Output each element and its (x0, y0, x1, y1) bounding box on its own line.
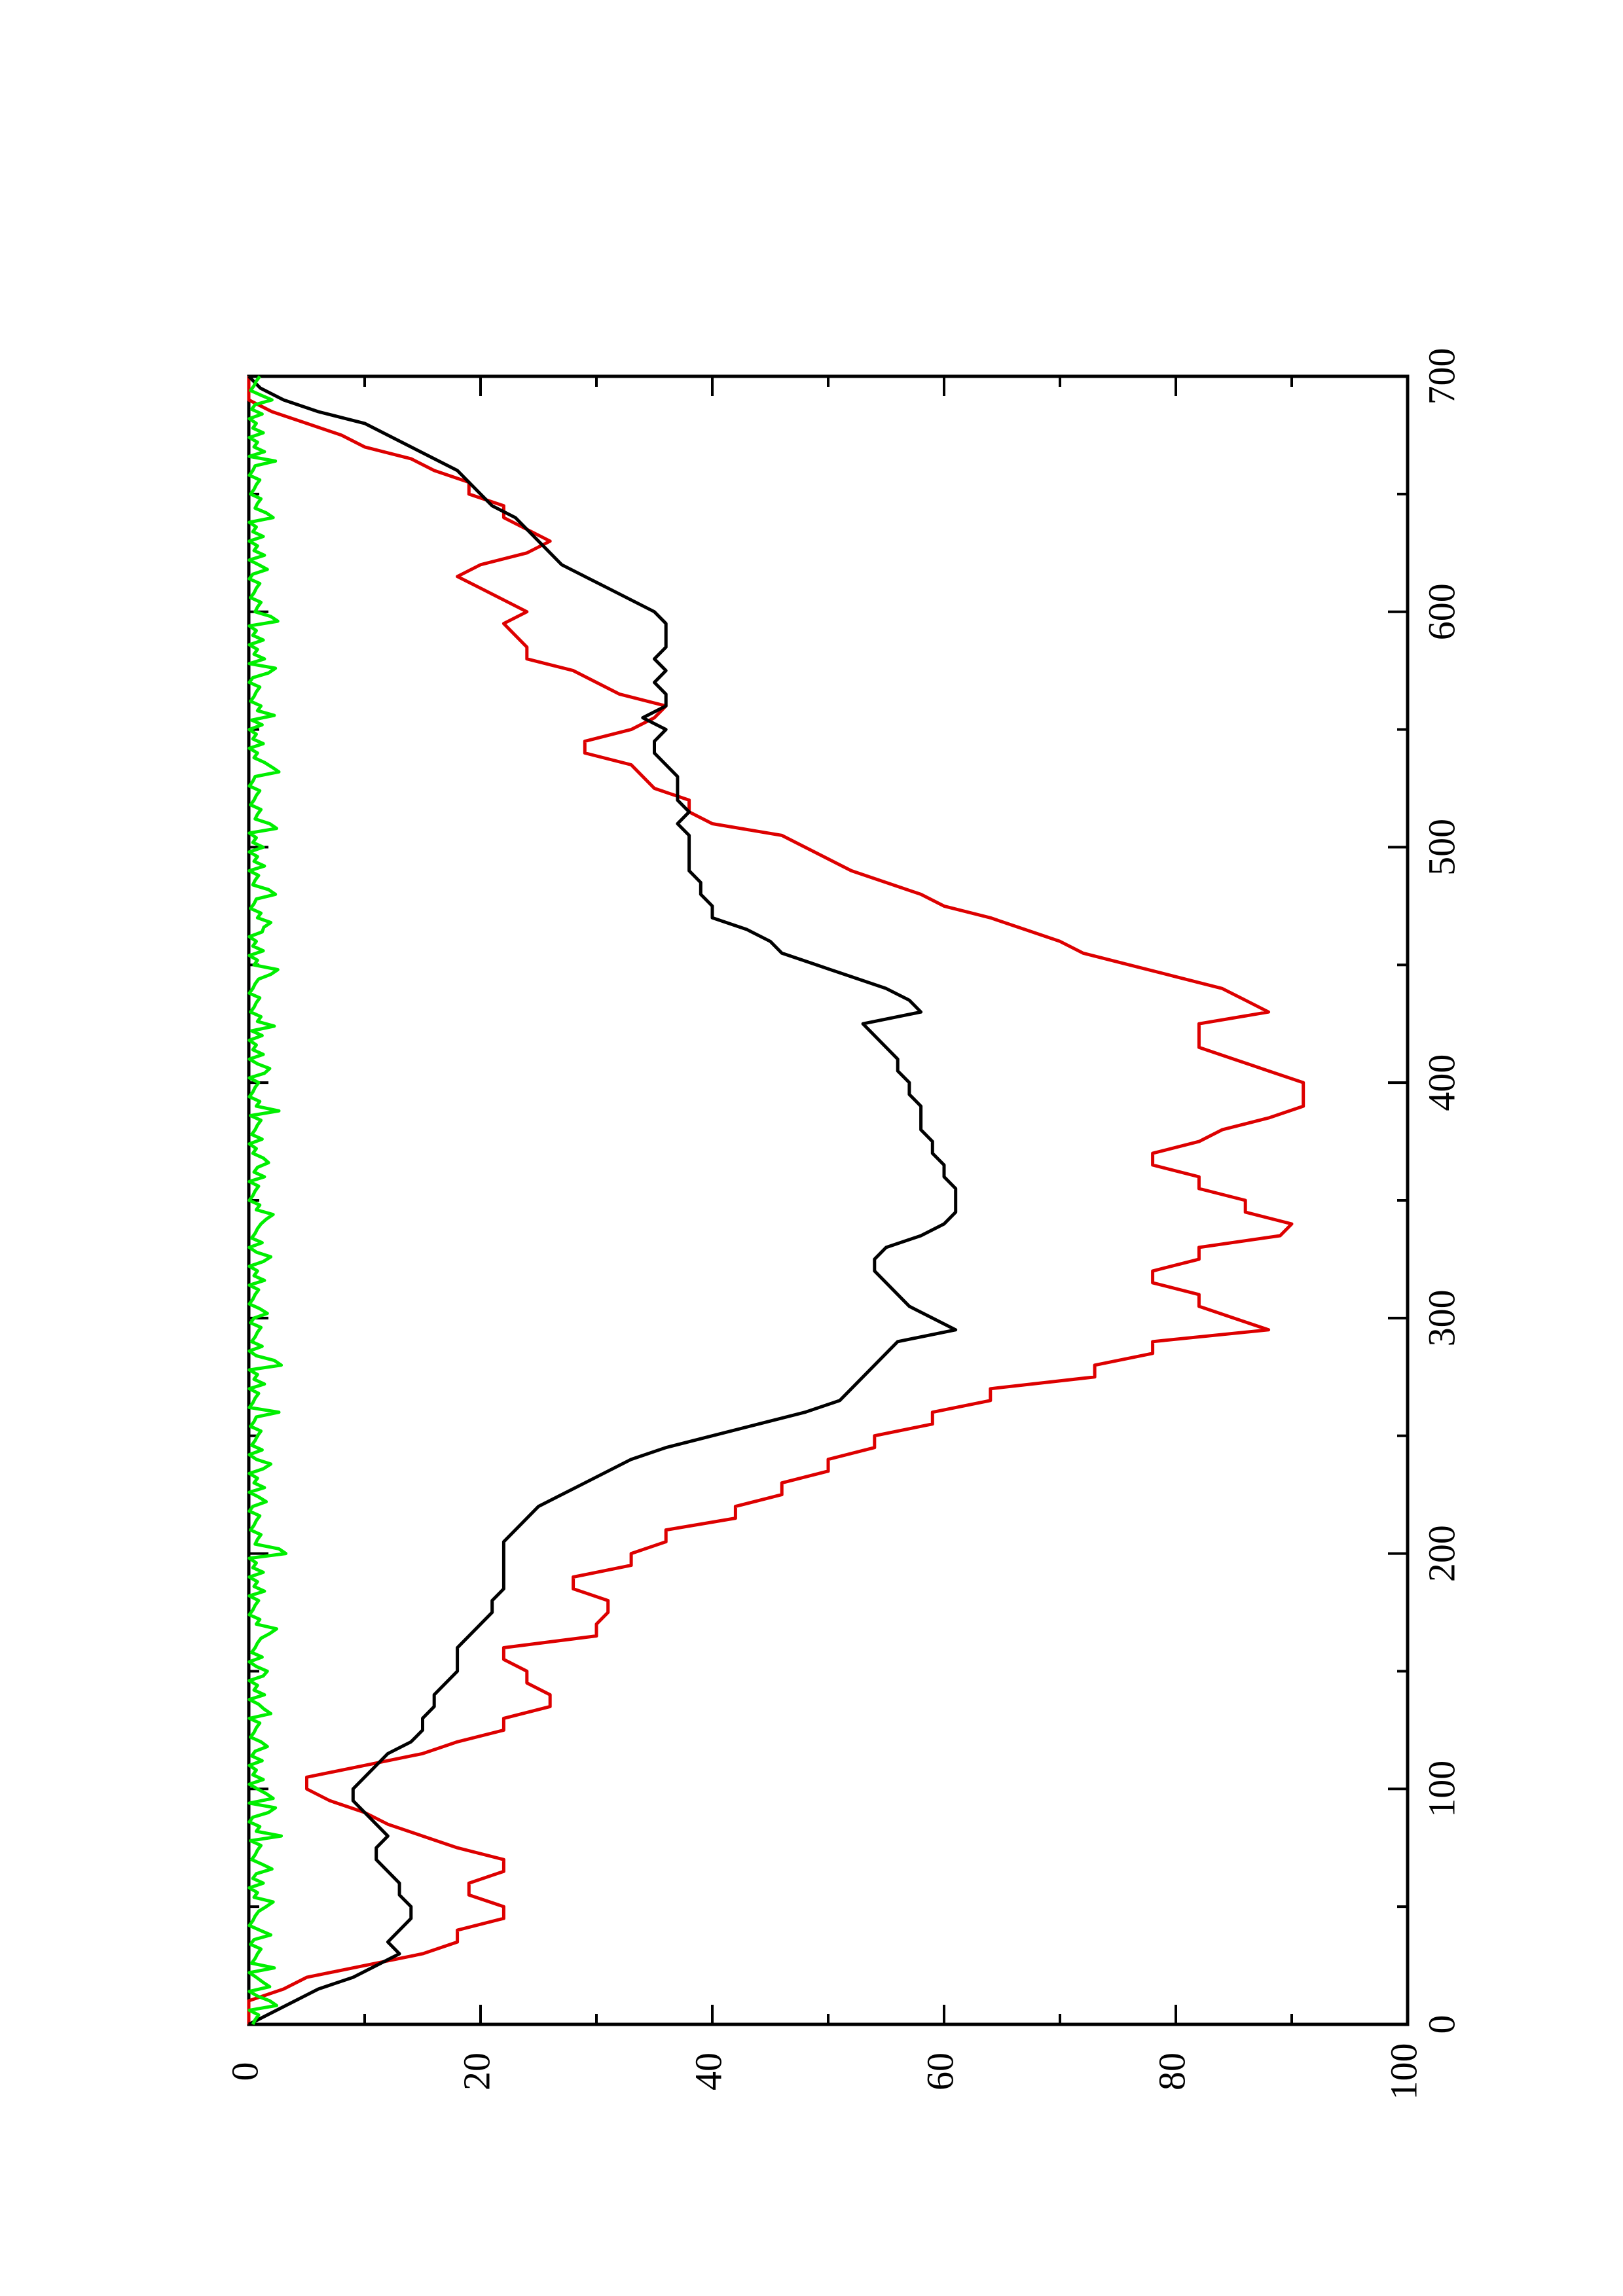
x-tick-label: 400 (1420, 1054, 1463, 1111)
axis-tick-labels: 0 100 200 300 400 500 600 700 0 20 40 60 80 100 (223, 348, 1463, 2100)
series-red-line (247, 376, 1305, 2024)
x-tick-label: 600 (1420, 583, 1463, 640)
x-tick-label: 200 (1420, 1525, 1463, 1582)
x-tick-label: 100 (1420, 1761, 1463, 1818)
x-tick-label: 0 (1420, 2015, 1463, 2034)
series-green-line (247, 375, 288, 2026)
y-tick-label: 80 (1150, 2053, 1193, 2090)
series-layer (247, 375, 1305, 2026)
y-tick-label: 60 (919, 2053, 961, 2090)
y-tick-label: 100 (1382, 2043, 1425, 2100)
x-tick-label: 700 (1420, 348, 1463, 405)
axis-ticks (247, 375, 1409, 2026)
y-tick-label: 0 (223, 2062, 266, 2081)
x-tick-label: 500 (1420, 819, 1463, 876)
y-tick-label: 40 (687, 2053, 729, 2090)
x-tick-label: 300 (1420, 1289, 1463, 1346)
plot-frame (247, 374, 1410, 2026)
series-black-line (247, 375, 958, 2026)
y-tick-label: 20 (455, 2053, 498, 2090)
